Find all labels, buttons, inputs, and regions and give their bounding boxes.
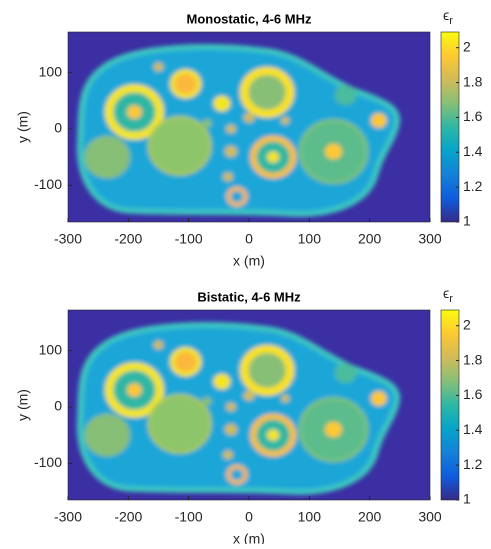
chart-title: Monostatic, 4-6 MHz (187, 11, 312, 26)
colorbar-label-subscript: r (449, 15, 453, 27)
figure: Monostatic, 4-6 MHz-300-200-100010020030… (0, 0, 491, 544)
x-tick-label: 300 (418, 231, 442, 247)
y-axis-label: y (m) (15, 111, 31, 143)
colorbar-label-subscript: r (449, 293, 453, 305)
x-tick-label: 300 (418, 509, 442, 525)
x-tick-label: 200 (358, 231, 382, 247)
y-tick-label: 100 (39, 341, 63, 357)
y-tick-label: 100 (39, 63, 63, 79)
x-tick-label: -300 (54, 509, 82, 525)
colorbar-tick-label: 2 (463, 38, 471, 54)
colorbar-label: ϵr (443, 7, 453, 27)
y-tick-label: -100 (34, 454, 62, 470)
colorbar-tick-label: 1.4 (463, 143, 483, 159)
x-tick-label: -100 (175, 509, 203, 525)
colorbar-tick-label: 1 (463, 213, 471, 229)
x-tick-label: -300 (54, 231, 82, 247)
colorbar-tick-label: 1.6 (463, 386, 483, 402)
colorbar-tick-label: 1.6 (463, 108, 483, 124)
colorbar (441, 32, 459, 222)
colorbar-tick-label: 1.2 (463, 456, 483, 472)
chart-title: Bistatic, 4-6 MHz (197, 289, 301, 304)
colorbar-label: ϵr (443, 285, 453, 305)
x-tick-label: 0 (245, 509, 253, 525)
x-tick-label: 200 (358, 509, 382, 525)
y-axis-label: y (m) (15, 389, 31, 421)
y-tick-label: -100 (34, 176, 62, 192)
colorbar-tick-label: 1 (463, 491, 471, 507)
x-tick-label: 100 (298, 231, 322, 247)
colorbar (441, 310, 459, 500)
colorbar-tick-label: 1.4 (463, 421, 483, 437)
x-axis-label: x (m) (233, 253, 265, 269)
colorbar-tick-label: 1.2 (463, 178, 483, 194)
x-tick-label: -200 (114, 231, 142, 247)
colorbar-tick-label: 2 (463, 316, 471, 332)
colorbar-tick-label: 1.8 (463, 351, 483, 367)
x-tick-label: -200 (114, 509, 142, 525)
x-tick-label: -100 (175, 231, 203, 247)
y-tick-label: 0 (54, 398, 62, 414)
x-tick-label: 0 (245, 231, 253, 247)
colorbar-tick-label: 1.8 (463, 73, 483, 89)
y-tick-label: 0 (54, 120, 62, 136)
x-axis-label: x (m) (233, 531, 265, 544)
x-tick-label: 100 (298, 509, 322, 525)
